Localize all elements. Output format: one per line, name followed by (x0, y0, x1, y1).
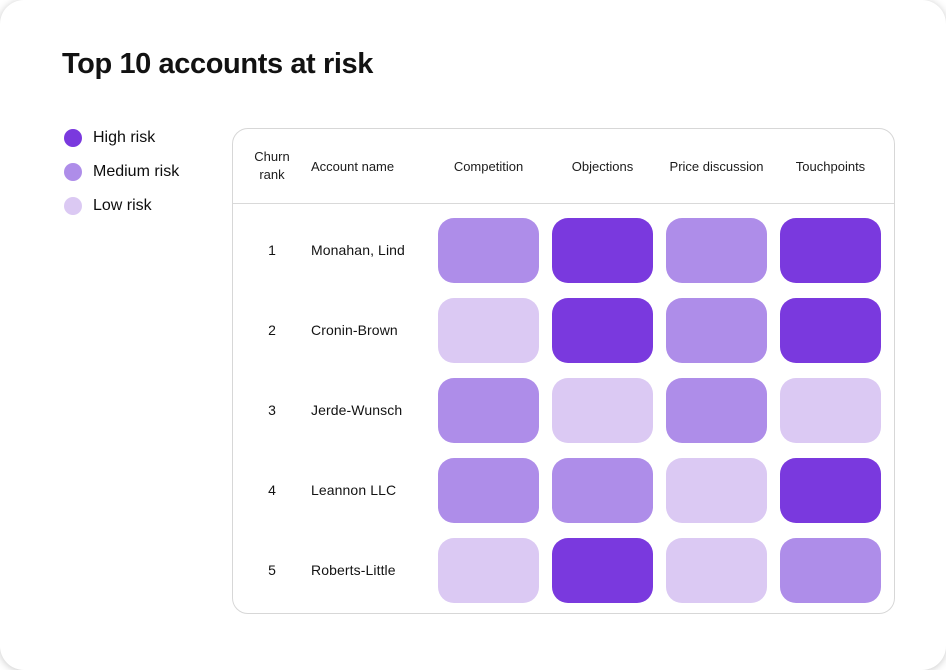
heatmap-cell-objections (552, 457, 653, 523)
heatmap-cell-competition (438, 217, 539, 283)
heatmap-cell-touchpoints (780, 537, 881, 603)
account-name: Monahan, Lind (311, 242, 405, 258)
table-row: 2 Cronin-Brown (233, 290, 894, 370)
table-row: 4 Leannon LLC (233, 450, 894, 530)
medium-risk-swatch-icon (64, 163, 82, 181)
table-row: 1 Monahan, Lind (233, 210, 894, 290)
heatmap-cell-price-discussion (666, 537, 767, 603)
heatmap-cell-price-discussion (666, 457, 767, 523)
legend-item-low: Low risk (64, 197, 179, 215)
account-name: Cronin-Brown (311, 322, 398, 338)
table-header-row: Churn rank Account name Competition Obje… (233, 129, 894, 204)
churn-rank-value: 2 (268, 322, 276, 338)
heatmap-cell-competition (438, 537, 539, 603)
low-risk-swatch-icon (64, 197, 82, 215)
legend-item-medium: Medium risk (64, 163, 179, 181)
heatmap-cell-objections (552, 537, 653, 603)
account-name: Jerde-Wunsch (311, 402, 403, 418)
heatmap-cell-competition (438, 377, 539, 443)
heatmap-cell-objections (552, 377, 653, 443)
churn-rank-value: 1 (268, 242, 276, 258)
high-risk-swatch-icon (64, 129, 82, 147)
column-header-churn-rank: Churn rank (254, 149, 290, 182)
column-header-objections: Objections (571, 158, 634, 174)
legend-item-high: High risk (64, 129, 179, 147)
table-row: 5 Roberts-Little (233, 530, 894, 610)
heatmap-cell-price-discussion (666, 377, 767, 443)
heatmap-cell-touchpoints (780, 377, 881, 443)
legend-label: Low risk (93, 197, 152, 214)
churn-rank-value: 3 (268, 402, 276, 418)
account-name: Leannon LLC (311, 482, 397, 498)
heatmap-cell-touchpoints (780, 297, 881, 363)
heatmap-cell-competition (438, 297, 539, 363)
column-header-competition: Competition (453, 158, 524, 174)
column-header-touchpoints: Touchpoints (795, 158, 866, 174)
heatmap-cell-objections (552, 217, 653, 283)
accounts-heatmap-panel: Churn rank Account name Competition Obje… (232, 128, 895, 614)
churn-rank-value: 5 (268, 562, 276, 578)
legend-label: Medium risk (93, 163, 180, 180)
heatmap-cell-objections (552, 297, 653, 363)
column-header-price-discussion: Price discussion (669, 158, 764, 174)
heatmap-cell-touchpoints (780, 457, 881, 523)
heatmap-cell-touchpoints (780, 217, 881, 283)
page-title: Top 10 accounts at risk (62, 48, 373, 80)
legend-label: High risk (93, 129, 156, 146)
heatmap-cell-price-discussion (666, 217, 767, 283)
churn-rank-value: 4 (268, 482, 276, 498)
heatmap-cell-competition (438, 457, 539, 523)
heatmap-cell-price-discussion (666, 297, 767, 363)
account-name: Roberts-Little (311, 562, 396, 578)
risk-legend: High risk Medium risk Low risk (64, 129, 179, 215)
column-header-account-name: Account name (311, 158, 395, 174)
table-row: 3 Jerde-Wunsch (233, 370, 894, 450)
table-body: 1 Monahan, Lind 2 Cronin-Brown 3 Jerde-W… (233, 204, 894, 610)
